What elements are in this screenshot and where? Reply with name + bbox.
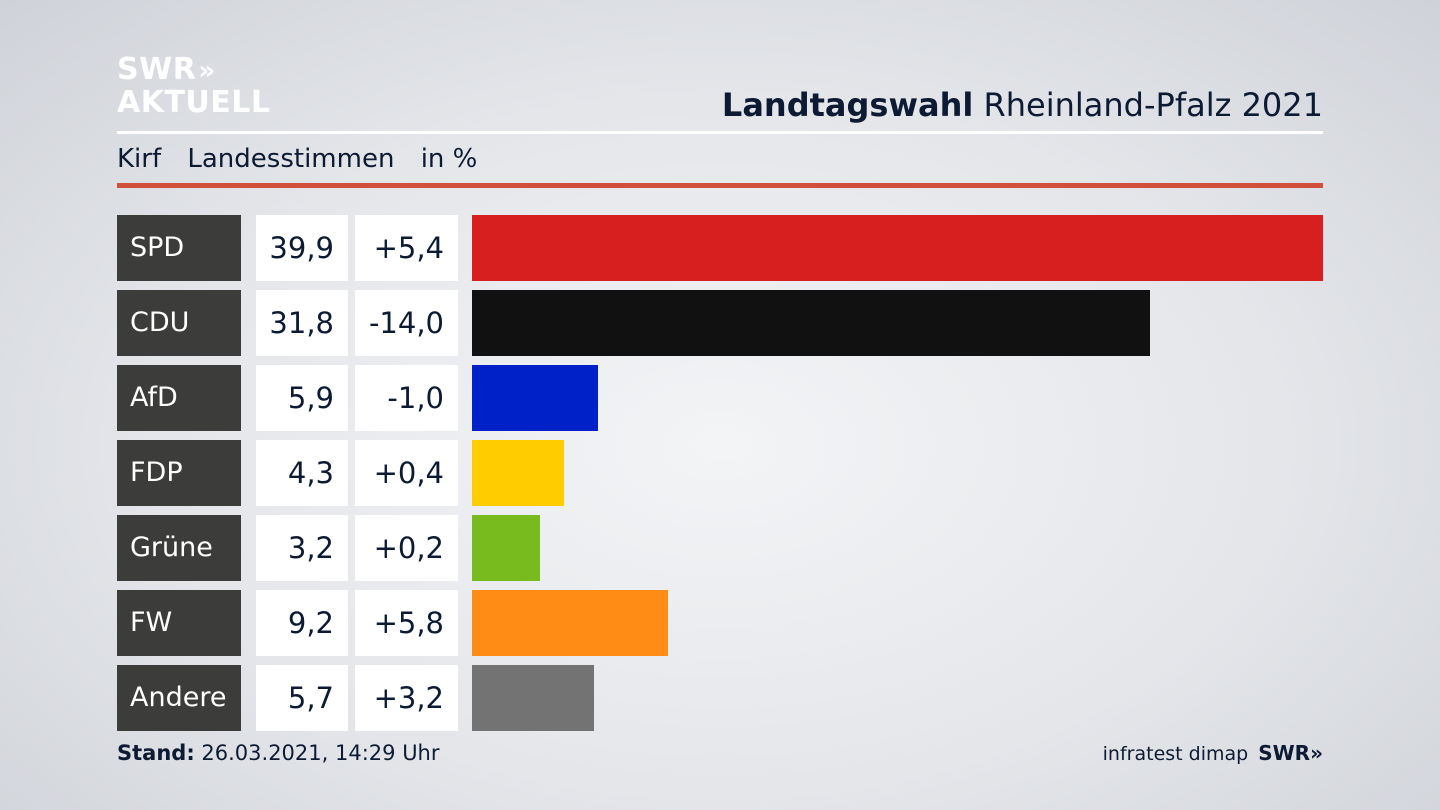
timestamp: Stand: 26.03.2021, 14:29 Uhr <box>117 741 440 765</box>
bar-fdp <box>472 440 564 506</box>
bar-cdu <box>472 290 1150 356</box>
source-text: infratest dimap <box>1102 743 1249 765</box>
subtitle-unit: in % <box>420 144 478 174</box>
change-label: -14,0 <box>355 290 458 356</box>
party-label: Grüne <box>117 515 241 581</box>
footer-swr-logo: SWR» <box>1258 741 1323 765</box>
footer-swr-text: SWR <box>1258 741 1311 765</box>
chart-subtitle: Kirf Landesstimmen in % <box>117 144 495 174</box>
party-label: AfD <box>117 365 241 431</box>
value-label: 5,9 <box>256 365 348 431</box>
bar-grüne <box>472 515 540 581</box>
change-label: +0,4 <box>355 440 458 506</box>
title-rest: Rheinland-Pfalz 2021 <box>983 86 1323 124</box>
swr-aktuell-logo: SWR» AKTUELL <box>117 54 271 119</box>
party-label: FW <box>117 590 241 656</box>
change-label: +3,2 <box>355 665 458 731</box>
bar-afd <box>472 365 598 431</box>
value-label: 5,7 <box>256 665 348 731</box>
source-credit: infratest dimap SWR» <box>1103 741 1323 765</box>
bar-spd <box>472 215 1323 281</box>
bar-andere <box>472 665 594 731</box>
party-label: Andere <box>117 665 241 731</box>
logo-swr-text: SWR <box>117 52 197 87</box>
subtitle-place: Kirf <box>117 144 162 174</box>
header-divider <box>117 131 1323 134</box>
subtitle-divider <box>117 183 1323 188</box>
value-label: 3,2 <box>256 515 348 581</box>
party-label: SPD <box>117 215 241 281</box>
value-label: 31,8 <box>256 290 348 356</box>
change-label: +5,8 <box>355 590 458 656</box>
title-bold: Landtagswahl <box>721 86 974 124</box>
party-label: FDP <box>117 440 241 506</box>
value-label: 9,2 <box>256 590 348 656</box>
stand-label: Stand: <box>117 741 195 765</box>
change-label: -1,0 <box>355 365 458 431</box>
stand-value: 26.03.2021, 14:29 Uhr <box>201 741 440 765</box>
change-label: +0,2 <box>355 515 458 581</box>
value-label: 39,9 <box>256 215 348 281</box>
subtitle-measure: Landesstimmen <box>187 144 395 174</box>
change-label: +5,4 <box>355 215 458 281</box>
chart-title: Landtagswahl Rheinland-Pfalz 2021 <box>722 86 1323 124</box>
party-label: CDU <box>117 290 241 356</box>
logo-aktuell-text: AKTUELL <box>117 85 271 120</box>
value-label: 4,3 <box>256 440 348 506</box>
footer-arrows-icon: » <box>1310 741 1323 765</box>
bar-fw <box>472 590 668 656</box>
logo-arrows-icon: » <box>198 56 215 86</box>
